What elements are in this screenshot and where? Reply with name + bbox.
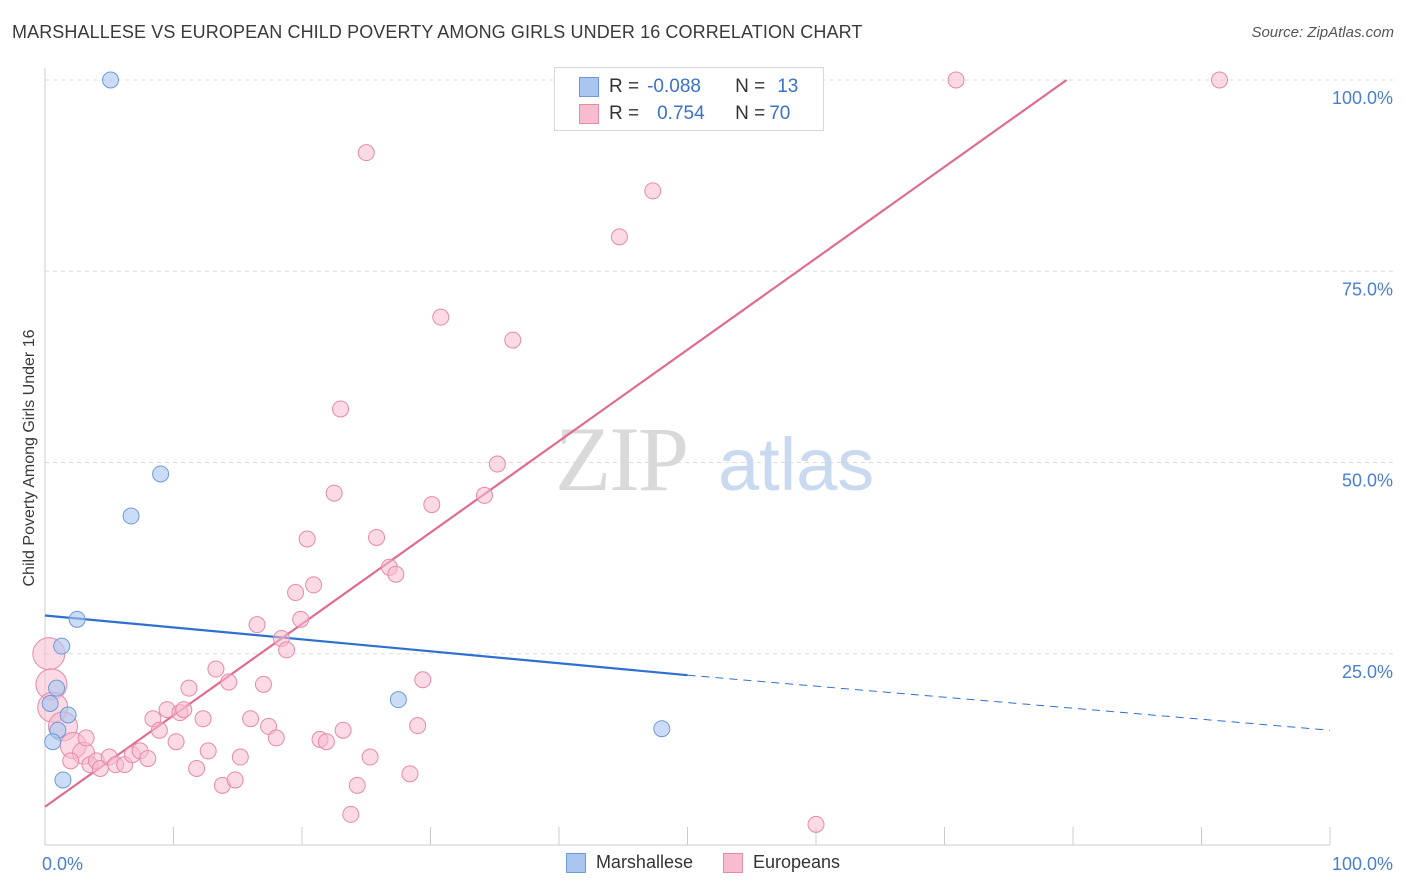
legend-label-marshallese: Marshallese bbox=[595, 852, 693, 872]
point-europeans bbox=[175, 701, 193, 719]
legend-row-marshallese: R = -0.088 N = 13 bbox=[579, 74, 798, 100]
point-europeans bbox=[194, 710, 212, 728]
point-marshallese bbox=[41, 694, 59, 712]
point-marshallese bbox=[68, 610, 86, 628]
legend-row-europeans: R = 0.754 N = 70 bbox=[579, 101, 790, 127]
watermark-zip: ZIP bbox=[555, 408, 687, 510]
point-europeans bbox=[317, 733, 335, 751]
grid-lines bbox=[45, 79, 1395, 655]
point-europeans bbox=[401, 765, 419, 783]
point-europeans bbox=[231, 748, 249, 766]
point-europeans bbox=[361, 748, 379, 766]
legend-n-value: 70 bbox=[769, 103, 791, 124]
legend-n-label: N = bbox=[735, 76, 766, 97]
series-legend: Marshallese Europeans bbox=[0, 852, 1406, 873]
point-marshallese bbox=[389, 691, 407, 709]
chart-title: MARSHALLESE VS EUROPEAN CHILD POVERTY AM… bbox=[12, 22, 863, 42]
point-europeans bbox=[334, 721, 352, 739]
legend-r-label: R = bbox=[609, 103, 640, 124]
point-marshallese bbox=[102, 71, 120, 89]
x-tick-label: 0.0% bbox=[42, 854, 83, 874]
point-europeans bbox=[409, 717, 427, 735]
watermark: ZIP atlas bbox=[555, 408, 874, 510]
y-tick-label: 50.0% bbox=[1342, 471, 1393, 491]
point-europeans bbox=[199, 742, 217, 760]
trend-lines bbox=[44, 79, 1331, 808]
point-europeans bbox=[62, 752, 80, 770]
y-axis-label: Child Poverty Among Girls Under 16 bbox=[21, 329, 38, 586]
point-marshallese bbox=[122, 507, 140, 525]
point-europeans bbox=[644, 182, 662, 200]
y-tick-label: 25.0% bbox=[1342, 662, 1393, 682]
point-europeans bbox=[226, 771, 244, 789]
point-europeans bbox=[180, 679, 198, 697]
point-europeans bbox=[278, 641, 296, 659]
stats-legend: R = -0.088 N = 13 R = 0.754 N = 70 bbox=[554, 67, 824, 131]
point-marshallese bbox=[53, 637, 71, 655]
point-europeans bbox=[504, 331, 522, 349]
point-europeans bbox=[348, 776, 366, 794]
trend-line-europeans bbox=[44, 79, 1068, 808]
point-europeans bbox=[332, 400, 350, 418]
point-europeans bbox=[292, 610, 310, 628]
point-europeans bbox=[387, 565, 405, 583]
legend-r-label: R = bbox=[609, 76, 640, 97]
point-marshallese bbox=[44, 733, 62, 751]
legend-swatch-marshallese bbox=[565, 852, 586, 873]
point-marshallese bbox=[653, 720, 671, 738]
legend-r-value: 0.754 bbox=[657, 103, 705, 124]
point-europeans bbox=[248, 616, 266, 634]
legend-item-europeans: Europeans bbox=[722, 852, 841, 873]
point-europeans bbox=[305, 576, 323, 594]
point-europeans bbox=[254, 675, 272, 693]
legend-label-europeans: Europeans bbox=[752, 852, 841, 872]
point-marshallese bbox=[54, 771, 72, 789]
point-europeans bbox=[423, 496, 441, 514]
trend-line-marshallese bbox=[44, 614, 688, 677]
legend-n-label: N = bbox=[735, 103, 766, 124]
point-europeans bbox=[807, 815, 825, 833]
point-europeans bbox=[188, 760, 206, 777]
point-europeans bbox=[207, 660, 225, 678]
point-europeans bbox=[475, 486, 493, 504]
point-europeans bbox=[357, 144, 375, 162]
point-europeans bbox=[610, 228, 628, 246]
data-points bbox=[32, 71, 1228, 833]
axes bbox=[44, 68, 1331, 846]
y-tick-label: 75.0% bbox=[1342, 279, 1393, 299]
legend-r-value: -0.088 bbox=[647, 76, 701, 97]
point-europeans bbox=[432, 308, 450, 326]
point-europeans bbox=[325, 484, 343, 502]
legend-n-value: 13 bbox=[777, 76, 799, 97]
point-europeans bbox=[368, 528, 386, 546]
legend-swatch-marshallese bbox=[579, 77, 599, 97]
tick-labels: 25.0% 50.0% 75.0% 100.0% 0.0% 100.0% bbox=[42, 88, 1393, 874]
point-marshallese bbox=[48, 679, 66, 697]
source-label: Source: ZipAtlas.com bbox=[1251, 24, 1394, 41]
point-europeans bbox=[342, 805, 360, 823]
point-europeans bbox=[488, 455, 506, 473]
x-tick-label: 100.0% bbox=[1332, 854, 1393, 874]
point-europeans bbox=[139, 750, 157, 768]
y-tick-label: 100.0% bbox=[1332, 88, 1393, 108]
point-europeans bbox=[167, 733, 185, 751]
point-europeans bbox=[298, 530, 316, 548]
trend-extension-marshallese bbox=[687, 674, 1331, 731]
legend-swatch-europeans bbox=[722, 852, 743, 873]
point-europeans bbox=[267, 729, 285, 747]
point-marshallese bbox=[59, 706, 77, 724]
point-europeans bbox=[414, 671, 432, 689]
point-marshallese bbox=[152, 465, 170, 483]
watermark-atlas: atlas bbox=[718, 423, 874, 506]
point-europeans bbox=[77, 729, 95, 747]
point-europeans bbox=[947, 71, 965, 89]
point-europeans bbox=[287, 584, 305, 602]
point-europeans bbox=[1210, 71, 1228, 89]
point-europeans bbox=[242, 710, 260, 728]
legend-item-marshallese: Marshallese bbox=[565, 852, 693, 873]
point-europeans bbox=[220, 673, 238, 691]
legend-swatch-europeans bbox=[579, 104, 599, 124]
point-europeans bbox=[150, 721, 168, 739]
